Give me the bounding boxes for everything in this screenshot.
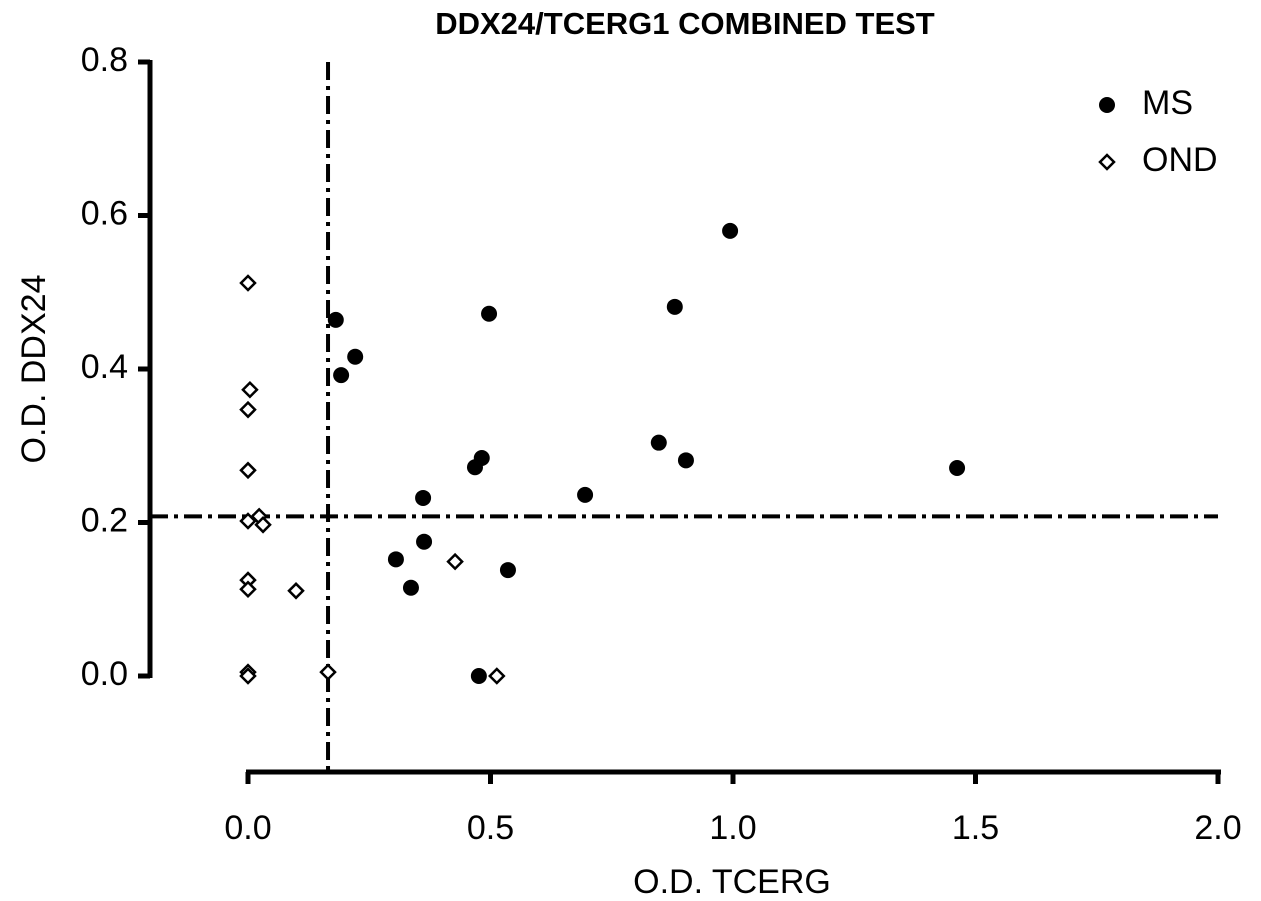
ond-point (239, 274, 257, 292)
x-tick-label: 0.0 (224, 809, 271, 847)
ond-point (239, 400, 257, 419)
ms-point (481, 305, 498, 322)
ms-point (387, 551, 404, 568)
ond-point (319, 663, 337, 681)
ms-point (650, 434, 667, 451)
ms-point (470, 668, 487, 684)
x-axis-label: O.D. TCERG (633, 863, 831, 901)
x-tick-label: 1.0 (709, 809, 756, 847)
ond-point (287, 582, 305, 600)
ms-point (666, 298, 683, 315)
ms-point (722, 222, 739, 239)
ond-point (254, 516, 272, 534)
legend-label: OND (1142, 141, 1218, 179)
x-tick-label: 2.0 (1194, 809, 1241, 847)
ms-point (347, 348, 364, 365)
ms-point (1099, 97, 1115, 113)
y-axis-label: O.D. DDX24 (15, 275, 53, 464)
chart-title: DDX24/TCERG1 COMBINED TEST (435, 6, 935, 41)
x-tick-label: 0.5 (467, 809, 514, 847)
y-tick-label: 0.6 (81, 194, 128, 232)
ms-point (402, 579, 419, 596)
ms-point (416, 533, 433, 550)
ms-point (333, 367, 350, 384)
ms-point (499, 562, 516, 579)
ms-point (949, 460, 966, 477)
y-tick-label: 0.8 (81, 41, 128, 79)
ond-point (488, 667, 506, 685)
ond-point (239, 667, 257, 685)
y-tick-label: 0.2 (81, 501, 128, 539)
ms-point (327, 311, 344, 328)
y-tick-label: 0.0 (81, 655, 128, 693)
ms-point (577, 486, 594, 503)
ms-point (473, 450, 490, 467)
ms-point (677, 452, 694, 469)
legend-label: MS (1142, 84, 1193, 122)
ond-point (239, 580, 257, 599)
x-tick-label: 1.5 (952, 809, 999, 847)
y-tick-label: 0.4 (81, 348, 128, 386)
ond-point (241, 380, 259, 399)
ms-point (415, 489, 432, 506)
ond-point (446, 552, 464, 571)
ond-point (1098, 153, 1116, 171)
ond-point (239, 461, 257, 480)
